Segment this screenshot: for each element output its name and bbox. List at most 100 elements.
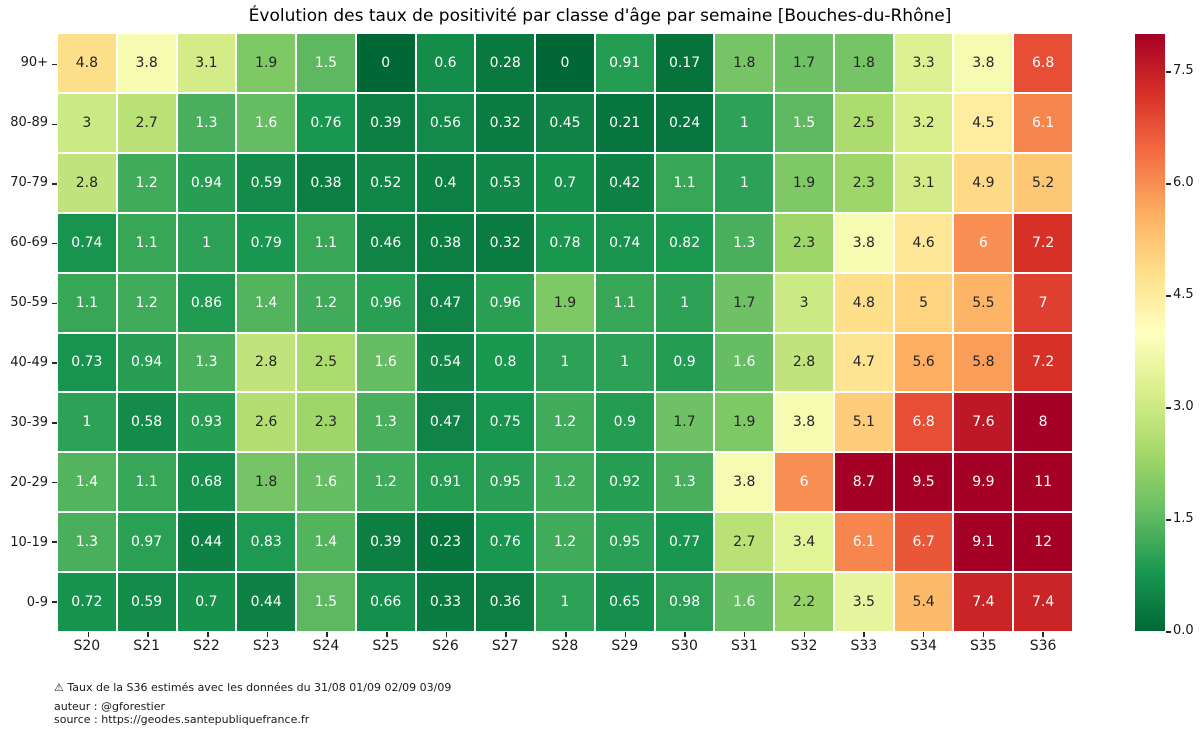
heatmap-cell: 1.3 [177, 333, 236, 392]
x-tick-mark [922, 632, 925, 637]
x-tick-label: S23 [252, 638, 280, 654]
heatmap-cell: 8 [1014, 393, 1072, 452]
x-tick-mark [505, 632, 507, 637]
heatmap-cell: 1.7 [715, 273, 774, 332]
y-tick-label: 60-69 [10, 235, 48, 251]
heatmap-cell: 5.1 [834, 393, 893, 452]
heatmap-cell: 2.6 [237, 393, 296, 452]
heatmap-cell: 8.7 [834, 453, 893, 512]
y-tick-mark [52, 422, 57, 424]
heatmap-cell: 5.8 [954, 333, 1013, 392]
heatmap-cell: 5.2 [1014, 153, 1072, 212]
heatmap-cell: 3.8 [715, 453, 774, 512]
heatmap-cell: 0.93 [177, 393, 236, 452]
heatmap-cell: 0.39 [356, 93, 415, 152]
colorbar-tick-mark [1166, 407, 1171, 409]
heatmap-cell: 0.92 [595, 453, 654, 512]
heatmap-cell: 6.8 [894, 393, 953, 452]
heatmap-cell: 12 [1014, 513, 1072, 572]
heatmap-cell: 0.9 [655, 333, 714, 392]
heatmap-cell: 1.1 [655, 153, 714, 212]
heatmap-cell: 3.1 [177, 34, 236, 92]
heatmap-cell: 0.94 [177, 153, 236, 212]
x-tick-mark [445, 632, 448, 637]
heatmap-cell: 0.74 [58, 213, 116, 272]
heatmap-cell: 0.66 [356, 573, 415, 631]
heatmap-cell: 1 [536, 573, 594, 631]
heatmap-cell: 0.45 [536, 93, 594, 152]
y-tick-label: 0-9 [26, 594, 48, 610]
heatmap-cell: 0.39 [356, 513, 415, 572]
heatmap-cell: 0.65 [595, 573, 654, 631]
heatmap-cell: 1 [177, 213, 236, 272]
y-tick-label: 70-79 [10, 175, 48, 191]
footer-note: ⚠ Taux de la S36 estimés avec les donnée… [54, 681, 452, 694]
heatmap-cell: 1.3 [655, 453, 714, 512]
y-tick-mark [52, 242, 57, 245]
heatmap-grid: 4.8 3.8 3.1 1.9 1.5 0 0.6 0.28 0 0.91 0.17 1.8 1.7 1.… [58, 34, 1072, 631]
x-tick-mark [1042, 632, 1044, 637]
heatmap-cell: 0.79 [237, 213, 296, 272]
x-tick-label: S22 [193, 638, 220, 654]
heatmap-cell: 0.97 [117, 513, 176, 572]
heatmap-cell: 1.2 [297, 273, 355, 332]
heatmap-cell: 7.4 [954, 573, 1013, 631]
heatmap-cell: 0.74 [595, 213, 654, 272]
heatmap-cell: 4.9 [954, 153, 1013, 212]
x-tick-mark [565, 632, 567, 637]
heatmap-cell: 1.3 [715, 213, 774, 272]
heatmap-cell: 0.58 [117, 393, 176, 452]
x-tick-label: S32 [790, 638, 818, 654]
heatmap-cell: 6.1 [834, 513, 893, 572]
heatmap-cell: 3.8 [775, 393, 833, 452]
heatmap-cell: 1.3 [356, 393, 415, 452]
heatmap-cell: 0.53 [476, 153, 535, 212]
heatmap-cell: 0.38 [297, 153, 355, 212]
heatmap-cell: 0.6 [416, 34, 475, 92]
heatmap-cell: 0.23 [416, 513, 475, 572]
x-tick-mark [624, 632, 627, 637]
heatmap-cell: 0.8 [476, 333, 535, 392]
heatmap-cell: 1.9 [715, 393, 774, 452]
heatmap-cell: 9.9 [954, 453, 1013, 512]
heatmap-cell: 1.9 [237, 34, 296, 92]
colorbar-gradient [1135, 34, 1165, 631]
colorbar-tick-mark [1166, 519, 1171, 521]
heatmap-cell: 1.6 [715, 333, 774, 392]
heatmap-cell: 0.21 [595, 93, 654, 152]
heatmap-cell: 1.9 [775, 153, 833, 212]
heatmap-cell: 1.2 [117, 273, 176, 332]
heatmap-cell: 2.3 [775, 213, 833, 272]
x-tick-label: S29 [611, 638, 639, 654]
heatmap-cell: 4.8 [834, 273, 893, 332]
y-tick-mark [52, 302, 57, 305]
heatmap-cell: 0.24 [655, 93, 714, 152]
x-tick-label: S25 [372, 638, 400, 654]
heatmap-cell: 1.6 [715, 573, 774, 631]
heatmap-cell: 0.76 [476, 513, 535, 572]
y-tick-label: 40-49 [10, 354, 48, 370]
heatmap-cell: 1.2 [117, 153, 176, 212]
x-tick-label: S33 [850, 638, 878, 654]
heatmap-cell: 5.6 [894, 333, 953, 392]
x-tick-mark [743, 632, 746, 637]
x-tick-mark [266, 632, 269, 637]
x-tick-mark [982, 632, 985, 637]
heatmap-cell: 0.91 [416, 453, 475, 512]
x-tick-label: S30 [671, 638, 698, 654]
heatmap-cell: 1 [715, 153, 774, 212]
heatmap-cell: 9.1 [954, 513, 1013, 572]
colorbar-tick-mark [1166, 295, 1171, 297]
heatmap-cell: 2.5 [297, 333, 355, 392]
heatmap-cell: 6 [954, 213, 1013, 272]
heatmap-cell: 3.8 [954, 34, 1013, 92]
heatmap-cell: 0.9 [595, 393, 654, 452]
y-tick-mark [52, 183, 57, 185]
heatmap-cell: 1.8 [237, 453, 296, 512]
y-tick-label: 80-89 [10, 115, 48, 131]
heatmap-cell: 3.4 [775, 513, 833, 572]
x-tick-label: S24 [312, 638, 340, 654]
colorbar-tick-label: 1.5 [1173, 511, 1194, 527]
colorbar-tick-mark [1166, 183, 1171, 185]
heatmap-cell: 1.5 [775, 93, 833, 152]
